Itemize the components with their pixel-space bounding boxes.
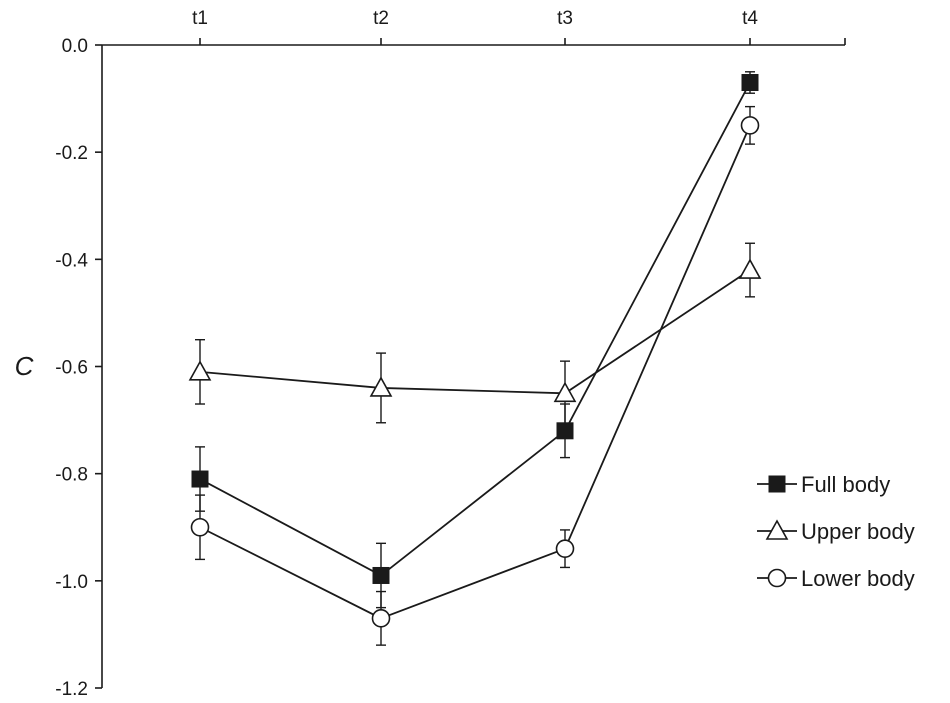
y-tick-label: -1.0 (55, 572, 88, 593)
series-line (199, 125, 751, 620)
legend-label: Upper body (801, 519, 915, 544)
legend-entry: Lower body (757, 566, 915, 591)
data-point (555, 539, 575, 558)
data-point (738, 258, 762, 279)
series-upper-body (188, 242, 762, 427)
legend: Full body Upper body Lower body (757, 472, 915, 591)
legend-label: Full body (801, 472, 890, 497)
series-lower-body (190, 105, 760, 646)
legend-entry: Full body (757, 472, 890, 497)
y-tick-label: -0.2 (55, 143, 88, 164)
data-point (190, 517, 210, 537)
x-tick-label: t4 (742, 8, 758, 29)
y-tick-label: -0.4 (55, 250, 88, 271)
y-tick-label: -0.8 (55, 465, 88, 486)
y-tick-label: -1.2 (55, 679, 88, 700)
legend-marker (768, 475, 786, 493)
data-point (372, 566, 390, 584)
x-tick-label: t2 (373, 8, 389, 29)
data-point (191, 470, 209, 488)
legend-marker (765, 519, 789, 540)
data-point (740, 116, 760, 135)
x-tick-label: t1 (192, 8, 208, 29)
axes: 0.0 -0.2 -0.4 -0.6 -0.8 -1.0 -1.2 t1 t2 t3 t4 C (15, 8, 846, 700)
legend-entry: Upper body (757, 519, 915, 544)
y-tick-label: 0.0 (62, 36, 88, 57)
series-line (199, 82, 751, 577)
data-point (371, 609, 391, 628)
series-lines (188, 71, 762, 646)
x-tick-label: t3 (557, 8, 573, 29)
legend-label: Lower body (801, 566, 915, 591)
series-line (199, 269, 751, 395)
y-axis-label: C (15, 351, 34, 381)
data-point (553, 381, 577, 403)
data-point (188, 360, 212, 381)
y-tick-label: -0.6 (55, 358, 88, 379)
series-full-body (191, 71, 759, 609)
legend-marker (767, 568, 787, 588)
data-point (369, 376, 393, 397)
data-point (741, 74, 759, 92)
